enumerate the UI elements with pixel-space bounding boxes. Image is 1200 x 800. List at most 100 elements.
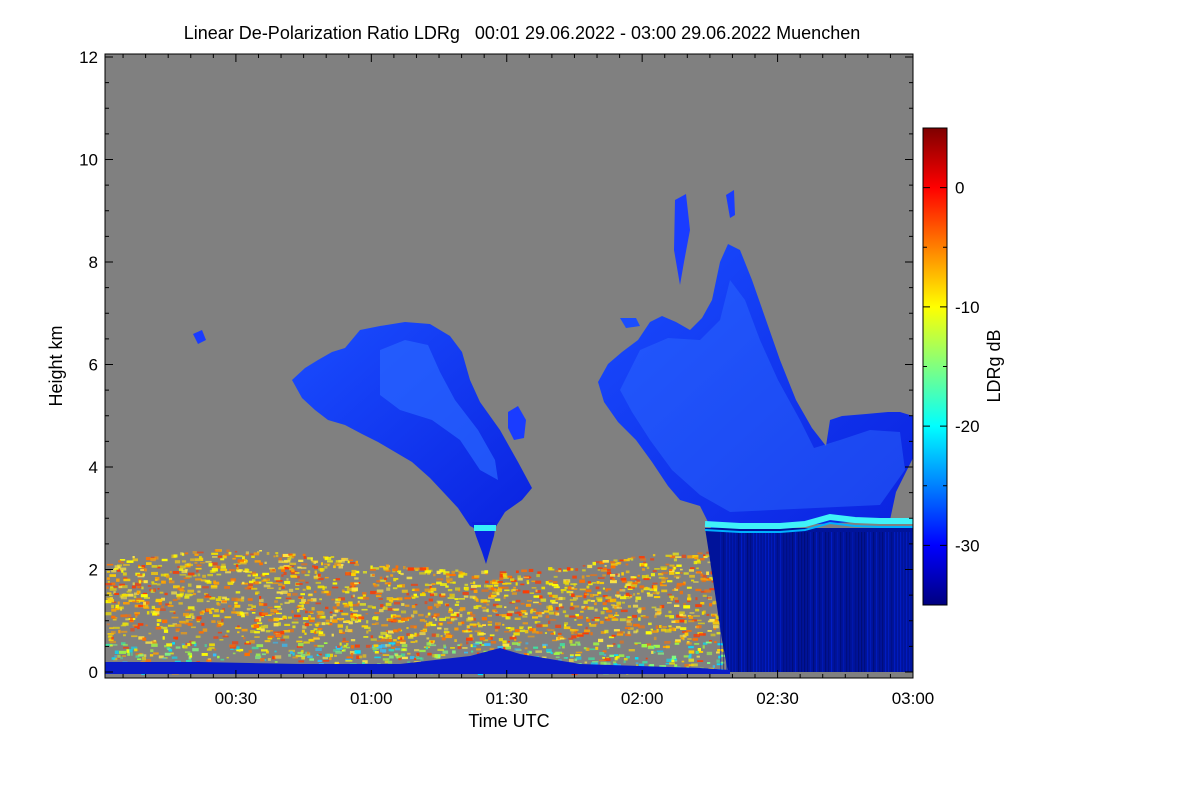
aerosol-speck [363, 597, 370, 600]
aerosol-speck [684, 663, 691, 667]
aerosol-speck [235, 555, 243, 558]
rain-streak [741, 532, 743, 672]
aerosol-speck [720, 654, 727, 657]
aerosol-speck [310, 598, 317, 602]
cloud-2-body [598, 244, 913, 530]
aerosol-speck [132, 600, 139, 603]
aerosol-speck [221, 600, 227, 603]
aerosol-speck [113, 585, 118, 588]
aerosol-speck [128, 599, 136, 602]
aerosol-speck [134, 604, 141, 608]
aerosol-speck [317, 577, 324, 581]
aerosol-speck [241, 596, 245, 600]
aerosol-speck [351, 569, 357, 574]
aerosol-speck [398, 572, 401, 574]
aerosol-speck [362, 660, 368, 664]
aerosol-speck [560, 597, 566, 600]
aerosol-speck [699, 558, 705, 561]
aerosol-speck [262, 574, 265, 577]
aerosol-speck [491, 588, 497, 592]
aerosol-speck [672, 552, 679, 556]
aerosol-speck [598, 659, 606, 662]
aerosol-speck [321, 591, 325, 594]
aerosol-speck [437, 648, 444, 651]
aerosol-speck [407, 635, 414, 639]
aerosol-speck [142, 637, 147, 641]
aerosol-speck [712, 602, 715, 605]
aerosol-speck [346, 587, 353, 591]
aerosol-speck [121, 570, 124, 573]
aerosol-speck [244, 587, 250, 590]
aerosol-speck [487, 614, 492, 617]
aerosol-speck [574, 658, 578, 661]
aerosol-speck [303, 601, 310, 605]
aerosol-speck [241, 628, 248, 632]
aerosol-speck [196, 620, 200, 623]
aerosol-speck [243, 559, 246, 561]
aerosol-speck [196, 618, 201, 621]
aerosol-speck [153, 639, 156, 642]
aerosol-speck [410, 595, 415, 598]
aerosol-speck [627, 588, 633, 590]
aerosol-speck [467, 612, 470, 615]
aerosol-speck [376, 589, 384, 593]
aerosol-speck [527, 653, 530, 656]
aerosol-speck [640, 558, 647, 561]
aerosol-speck [675, 571, 680, 575]
cloud-2-fallstreak [674, 194, 690, 285]
aerosol-speck [464, 651, 468, 654]
aerosol-speck [667, 593, 672, 596]
aerosol-speck [271, 582, 279, 585]
aerosol-speck [548, 579, 553, 582]
aerosol-speck [403, 566, 406, 570]
aerosol-speck [495, 614, 500, 616]
aerosol-speck [445, 585, 449, 588]
aerosol-speck [398, 616, 402, 618]
aerosol-speck [328, 623, 333, 626]
aerosol-speck [138, 564, 141, 568]
aerosol-speck [714, 641, 717, 643]
aerosol-speck [373, 644, 379, 647]
aerosol-speck [703, 556, 708, 559]
aerosol-speck [196, 585, 202, 589]
aerosol-speck [204, 644, 207, 647]
aerosol-speck [397, 637, 401, 640]
aerosol-speck [183, 612, 190, 617]
aerosol-speck [575, 651, 583, 654]
aerosol-speck [553, 575, 558, 578]
aerosol-speck [630, 578, 638, 581]
aerosol-speck [370, 565, 373, 569]
aerosol-speck [586, 616, 589, 619]
aerosol-speck [232, 557, 236, 560]
aerosol-speck [597, 569, 601, 571]
aerosol-speck [345, 591, 350, 594]
aerosol-speck [303, 556, 307, 559]
aerosol-speck [466, 618, 472, 622]
aerosol-speck [222, 555, 227, 559]
aerosol-speck [142, 656, 146, 661]
aerosol-speck [254, 576, 261, 579]
aerosol-speck [283, 565, 290, 567]
aerosol-speck [617, 573, 620, 577]
x-tick-label: 01:30 [485, 689, 528, 708]
aerosol-speck [436, 578, 444, 581]
aerosol-speck [255, 616, 262, 620]
aerosol-speck [274, 650, 277, 653]
aerosol-speck [362, 592, 367, 596]
aerosol-speck [178, 568, 184, 571]
aerosol-speck [645, 631, 652, 635]
aerosol-speck [440, 595, 445, 598]
aerosol-speck [630, 557, 634, 561]
aerosol-speck [368, 629, 371, 632]
aerosol-speck [586, 647, 590, 651]
aerosol-speck [278, 583, 283, 586]
aerosol-speck [225, 634, 228, 637]
aerosol-speck [720, 661, 725, 664]
aerosol-speck [388, 637, 393, 639]
aerosol-speck [331, 598, 335, 601]
aerosol-speck [641, 575, 647, 579]
aerosol-speck [396, 641, 403, 644]
aerosol-speck [419, 649, 426, 653]
aerosol-speck [455, 587, 461, 591]
aerosol-speck [593, 642, 600, 646]
